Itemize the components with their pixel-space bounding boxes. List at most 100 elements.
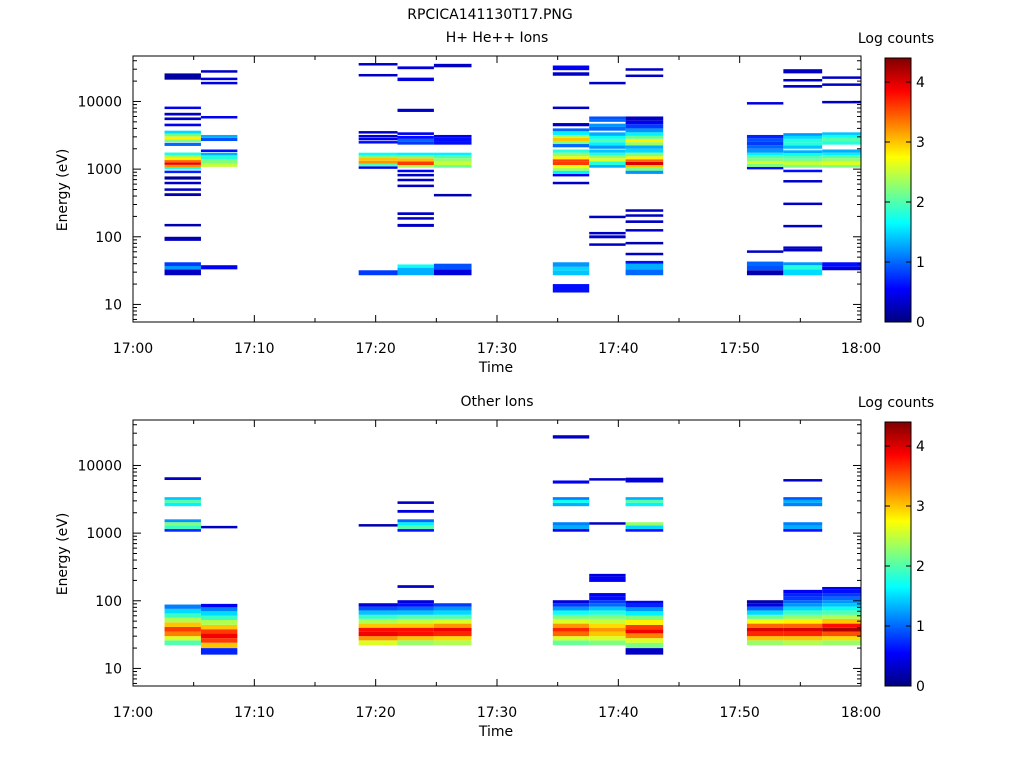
spectrogram-cell: [164, 626, 201, 632]
colorbar-tick-label: 1: [916, 255, 925, 271]
spectrogram-cell: [397, 158, 434, 162]
spectrogram-cell: [783, 69, 823, 74]
spectrogram-cell: [164, 170, 201, 174]
spectrogram-cell: [822, 262, 861, 267]
spectrogram-cell: [397, 138, 434, 142]
spectrogram-cell: [164, 139, 201, 143]
spectrogram-cell: [625, 161, 664, 166]
spectrogram-cell: [589, 636, 626, 641]
spectrogram-cell: [358, 623, 398, 628]
spectrogram-cell: [433, 152, 472, 156]
spectrogram-cell: [164, 176, 201, 180]
colorbar-tick-label: 2: [916, 559, 925, 575]
panel-other-ions: Other Ions 17:00 17:10 17:20 17:30 17:40 17:5…: [55, 394, 934, 740]
spectrogram-cell: [822, 161, 861, 166]
y-axis-label: Energy (eV): [55, 149, 71, 232]
colorbar-gradient: [884, 421, 912, 687]
spectrogram-cell: [822, 593, 861, 597]
spectrogram-cell: [783, 636, 823, 641]
spectrogram-cell: [358, 627, 398, 632]
spectrogram-cell: [358, 603, 398, 607]
colorbar: Log counts 0 1 2 3 4: [858, 395, 934, 695]
spectrogram-cell: [397, 610, 434, 615]
spectrogram-cell: [783, 596, 823, 601]
spectrogram-cell: [746, 250, 784, 253]
colorbar-tick-label: 3: [916, 499, 925, 515]
spectrogram-cell: [625, 611, 664, 616]
x-tick-label: 17:10: [234, 341, 274, 357]
spectrogram-cell: [783, 593, 823, 597]
spectrogram-cell: [746, 160, 784, 164]
spectrogram-cell: [397, 212, 434, 215]
spectrogram-cell: [164, 193, 201, 197]
colorbar-tick-label: 4: [916, 439, 925, 455]
spectrogram-cell: [552, 72, 590, 76]
spectrogram-cell: [625, 167, 664, 171]
spectrogram-cell: [397, 522, 434, 526]
spectrogram-cell: [783, 150, 823, 154]
colorbar-ticks: 0 1 2 3 4: [885, 439, 925, 695]
spectrogram-cell: [164, 519, 201, 523]
spectrogram-cell: [164, 477, 201, 480]
spectrogram-cell: [625, 145, 664, 149]
spectrogram-cell: [822, 600, 861, 604]
spectrogram-cell: [783, 627, 823, 632]
x-tick-label: 17:40: [598, 705, 638, 721]
spectrogram-cell: [783, 78, 823, 82]
spectrogram-cell: [746, 261, 784, 266]
spectrogram-cell: [552, 603, 590, 607]
spectrogram-cell: [589, 215, 626, 219]
spectrogram-cell: [783, 145, 823, 149]
spectrogram-cell: [397, 501, 434, 504]
spectrogram-cell: [552, 181, 590, 185]
spectrogram-cell: [397, 519, 434, 523]
spectrogram-cell: [164, 162, 201, 165]
spectrogram-cell: [589, 165, 626, 168]
spectrogram-cell: [433, 610, 472, 615]
spectrogram-cell: [589, 81, 626, 85]
spectrogram-cell: [783, 614, 823, 619]
spectrogram-cell: [822, 141, 861, 145]
spectrogram-cell: [164, 152, 201, 156]
spectrogram-cell: [746, 636, 784, 641]
spectrogram-cell: [358, 137, 398, 141]
spectrogram-cell: [783, 262, 823, 266]
y-tick-label: 10: [104, 661, 122, 677]
x-tick-label: 18:00: [841, 705, 881, 721]
y-tick-labels: 10 100 1000 10000: [77, 94, 122, 313]
spectrogram-cell: [625, 142, 664, 146]
spectrogram-cell: [164, 123, 201, 127]
spectrogram-cell: [164, 238, 201, 241]
spectrogram-cell: [625, 629, 664, 634]
spectrogram-cell: [589, 522, 626, 525]
spectrogram-cell: [783, 153, 823, 157]
spectrogram-cell: [433, 155, 472, 159]
spectrogram-cell: [433, 63, 472, 68]
spectrogram-cell: [589, 158, 626, 162]
spectrogram-cell: [433, 269, 472, 276]
colorbar-ticks: 0 1 2 3 4: [885, 75, 925, 331]
spectrogram-cell: [783, 623, 823, 628]
spectrogram-cell: [200, 615, 238, 620]
spectrogram-cell: [552, 106, 590, 110]
spectrogram-cell: [746, 623, 784, 628]
spectrogram-cell: [589, 640, 626, 646]
spectrogram-cell: [783, 161, 823, 166]
spectrogram-cell: [746, 631, 784, 637]
spectrogram-cell: [397, 640, 434, 646]
spectrogram-cell: [433, 606, 472, 611]
plot-frame: [132, 55, 862, 323]
spectrogram-cell: [164, 499, 201, 503]
spectrogram-cell: [783, 589, 823, 594]
spectrogram-cell: [625, 607, 664, 612]
spectrogram-cell: [552, 480, 590, 484]
spectrogram-cell: [746, 145, 784, 149]
spectrogram-cell: [783, 522, 823, 526]
x-tick-label: 17:00: [113, 341, 153, 357]
spectrogram-cell: [397, 66, 434, 70]
spectrogram-cell: [164, 223, 201, 227]
spectrogram-cells: [164, 435, 861, 655]
spectrogram-cell: [783, 606, 823, 611]
spectrogram-cell: [589, 600, 626, 604]
spectrogram-cell: [552, 499, 590, 503]
